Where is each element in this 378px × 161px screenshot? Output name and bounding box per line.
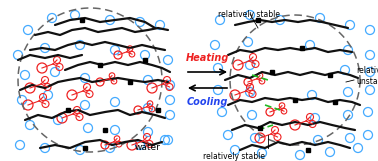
Text: Cooling: Cooling <box>187 97 228 107</box>
Text: Heating: Heating <box>186 53 229 63</box>
Text: relatively
unstable: relatively unstable <box>356 66 378 86</box>
Text: relatively stable: relatively stable <box>203 152 265 161</box>
Text: relatively stable: relatively stable <box>218 10 280 19</box>
Text: water: water <box>135 143 161 152</box>
